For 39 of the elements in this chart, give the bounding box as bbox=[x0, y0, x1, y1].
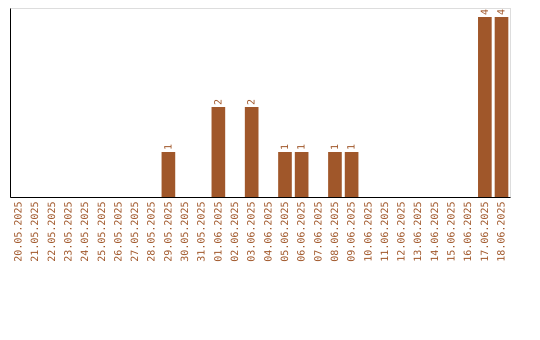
x-tick-label: 03.06.2025 bbox=[246, 202, 258, 262]
x-tick-label: 29.05.2025 bbox=[163, 202, 174, 262]
x-tick-label: 21.05.2025 bbox=[30, 202, 42, 262]
x-tick-label: 08.06.2025 bbox=[330, 202, 341, 262]
data-label: 2 bbox=[213, 98, 224, 105]
x-tick-label: 16.06.2025 bbox=[463, 202, 474, 262]
data-label: 2 bbox=[246, 98, 258, 105]
x-tick-label: 25.05.2025 bbox=[96, 202, 108, 262]
x-tick-label: 14.06.2025 bbox=[430, 202, 441, 262]
x-tick-label: 31.05.2025 bbox=[196, 202, 208, 262]
data-label: 4 bbox=[496, 8, 508, 15]
x-tick-label: 18.06.2025 bbox=[496, 202, 508, 262]
x-tick-label: 06.06.2025 bbox=[296, 202, 308, 262]
data-label: 4 bbox=[480, 8, 491, 15]
x-tick-label: 01.06.2025 bbox=[213, 202, 224, 262]
x-tick-label: 27.05.2025 bbox=[130, 202, 142, 262]
x-tick-label: 13.06.2025 bbox=[413, 202, 424, 262]
x-tick-label: 05.06.2025 bbox=[280, 202, 291, 262]
x-tick-label: 15.06.2025 bbox=[446, 202, 458, 262]
x-tick-label: 22.05.2025 bbox=[46, 202, 58, 262]
x-tick-label: 07.06.2025 bbox=[313, 202, 324, 262]
x-tick-label: 17.06.2025 bbox=[480, 202, 491, 262]
data-label: 1 bbox=[346, 144, 358, 150]
x-tick-label: 12.06.2025 bbox=[396, 202, 408, 262]
x-tick-label: 09.06.2025 bbox=[346, 202, 358, 262]
data-label: 1 bbox=[163, 144, 174, 150]
x-tick-label: 20.05.2025 bbox=[13, 202, 24, 262]
x-tick-label: 24.05.2025 bbox=[80, 202, 92, 262]
x-tick-label: 10.06.2025 bbox=[363, 202, 374, 262]
x-tick-label: 02.06.2025 bbox=[230, 202, 242, 262]
x-tick-label: 26.05.2025 bbox=[113, 202, 124, 262]
x-tick-label: 30.05.2025 bbox=[180, 202, 192, 262]
data-label: 1 bbox=[330, 144, 341, 150]
x-tick-label: 23.05.2025 bbox=[63, 202, 74, 262]
x-tick-label: 28.05.2025 bbox=[146, 202, 158, 262]
data-label: 1 bbox=[296, 144, 308, 150]
x-tick-label: 04.06.2025 bbox=[263, 202, 274, 262]
data-label: 1 bbox=[280, 144, 291, 150]
x-tick-label: 11.06.2025 bbox=[380, 202, 391, 262]
